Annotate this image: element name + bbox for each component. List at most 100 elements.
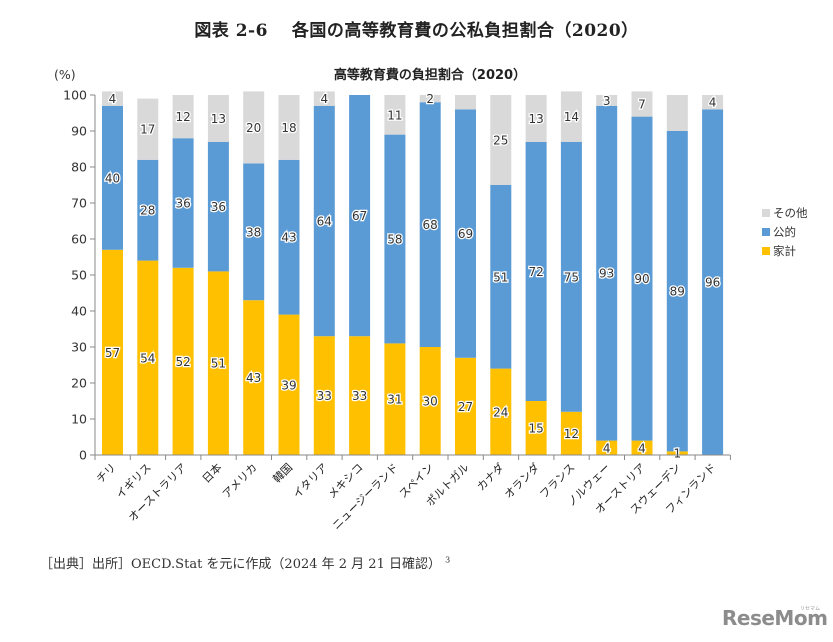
figure-title: 図表 2-6 各国の高等教育費の公私負担割合（2020） <box>194 21 639 41</box>
bar-segment <box>419 95 441 103</box>
data-label: 2 <box>426 92 434 106</box>
bar-segment <box>172 138 194 268</box>
data-label: 17 <box>140 123 155 137</box>
data-label: 4 <box>638 441 646 455</box>
value-labels: 5740454281752361251361343382039431833644… <box>104 91 722 462</box>
bar-segment <box>702 95 724 110</box>
y-axis: 0 10 20 30 40 50 60 70 80 90 100 <box>63 88 96 463</box>
data-label: 40 <box>105 171 120 185</box>
resemom-logo-sub: リセマム <box>800 606 821 612</box>
data-label: 4 <box>603 441 611 455</box>
bar-segment <box>384 95 406 135</box>
data-label: 39 <box>281 378 296 392</box>
bar-segment <box>137 260 159 455</box>
bar-segment <box>313 105 335 337</box>
data-label: 51 <box>211 357 226 371</box>
bar-segment <box>278 95 300 160</box>
data-label: 96 <box>705 276 720 290</box>
bar-segment <box>631 440 653 455</box>
data-label: 28 <box>140 204 155 218</box>
bar-segment <box>525 95 547 142</box>
data-label: 3 <box>603 94 611 108</box>
y-tick-label: 30 <box>71 340 87 355</box>
legend-label: その他 <box>773 206 808 220</box>
source-text: ［出典］出所］OECD.Stat を元に作成（2024 年 2 月 21 日確認… <box>40 557 441 572</box>
bar-segment <box>102 91 123 106</box>
y-tick-label: 40 <box>71 304 87 319</box>
y-tick-label: 100 <box>63 88 87 103</box>
bar-segment <box>596 440 618 455</box>
bar-segment <box>560 91 582 142</box>
data-label: 72 <box>528 265 543 279</box>
data-label: 69 <box>458 227 473 241</box>
y-tick-label: 10 <box>71 412 87 427</box>
legend-label: 公的 <box>773 225 796 239</box>
data-label: 57 <box>105 346 120 360</box>
bar-segment <box>702 109 724 456</box>
bar-segment <box>278 314 300 455</box>
bar-segment <box>349 95 371 337</box>
legend-swatch <box>762 228 770 236</box>
y-tick-label: 0 <box>79 448 87 463</box>
data-label: 12 <box>564 427 579 441</box>
bar-segment <box>560 141 582 412</box>
y-tick-label: 90 <box>71 124 87 139</box>
y-axis-label: (%) <box>54 67 76 82</box>
bar-segment <box>102 105 123 250</box>
data-label: 64 <box>317 215 332 229</box>
bar-segment <box>243 163 265 301</box>
bar-segment <box>560 411 582 455</box>
data-label: 15 <box>528 422 543 436</box>
data-label: 54 <box>140 351 155 365</box>
data-label: 30 <box>423 395 438 409</box>
resemom-logo: ReseMom <box>722 606 828 630</box>
bar-segment <box>384 134 406 344</box>
data-label: 27 <box>458 400 473 414</box>
bar-segment <box>207 141 229 272</box>
data-label: 90 <box>634 272 649 286</box>
bar-segment <box>349 336 371 455</box>
bar-segment <box>525 401 547 455</box>
y-tick-label: 70 <box>71 196 87 211</box>
data-label: 51 <box>493 270 508 284</box>
bar-segment <box>137 159 159 261</box>
data-label: 31 <box>387 393 402 407</box>
data-label: 43 <box>246 371 261 385</box>
data-label: 36 <box>175 197 190 211</box>
data-label: 89 <box>670 285 685 299</box>
bar-segment <box>455 95 476 110</box>
bar-segment <box>490 368 512 455</box>
bar-segment <box>455 357 476 455</box>
data-label: 67 <box>352 209 367 223</box>
data-label: 52 <box>175 355 190 369</box>
data-label: 7 <box>638 98 646 112</box>
data-label: 13 <box>528 112 543 126</box>
bar-segment <box>596 105 618 441</box>
bar-segment <box>490 185 512 369</box>
bar-segment <box>455 109 476 358</box>
bars <box>102 91 724 456</box>
x-tick-label: オランダ <box>501 460 542 501</box>
data-label: 4 <box>320 92 328 106</box>
data-label: 18 <box>281 121 296 135</box>
data-label: 68 <box>423 218 438 232</box>
data-label: 14 <box>564 110 579 124</box>
data-label: 25 <box>493 134 508 148</box>
x-tick-label: アメリカ <box>220 461 260 501</box>
x-tick-label: 日本 <box>199 460 224 485</box>
footnote-marker: 3 <box>445 555 451 565</box>
data-label: 75 <box>564 270 579 284</box>
data-label: 12 <box>175 110 190 124</box>
bar-segment <box>207 95 229 142</box>
data-label: 33 <box>352 389 367 403</box>
data-label: 4 <box>109 92 117 106</box>
data-label: 58 <box>387 233 402 247</box>
data-label: 4 <box>709 96 717 110</box>
data-label: 20 <box>246 121 261 135</box>
bar-segment <box>631 91 653 117</box>
y-tick-label: 50 <box>71 268 87 283</box>
data-label: 33 <box>317 389 332 403</box>
bar-segment <box>207 271 229 455</box>
